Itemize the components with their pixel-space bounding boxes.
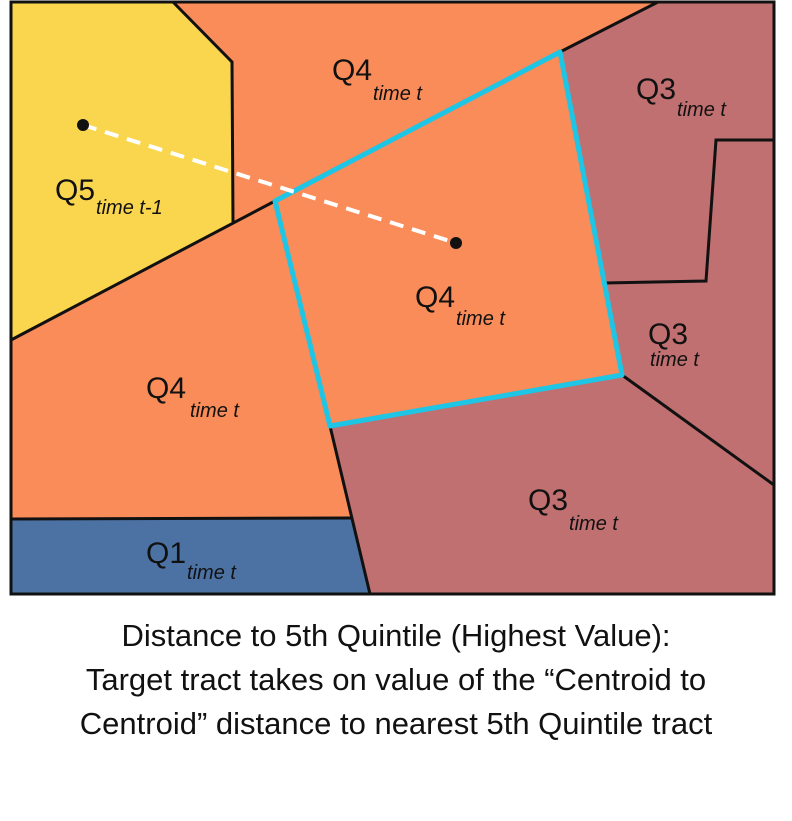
border-q1	[10, 516, 353, 521]
label-q4-top: Q4time t	[332, 54, 423, 105]
border-q4-q3-top	[559, 0, 659, 54]
caption-line-3: Centroid” distance to nearest 5th Quinti…	[79, 706, 713, 741]
quintile-map: Q5time t-1 Q4time t Q4time t Q4time t Q3…	[9, 0, 776, 596]
map-frame	[9, 0, 776, 596]
tract-q5	[11, 2, 233, 340]
label-q4-target: Q4time t	[415, 281, 506, 330]
border-q3-diag	[621, 373, 775, 487]
label-q3-top: Q3time t	[636, 73, 727, 121]
centroid-q5	[77, 119, 89, 131]
label-q3-bottom: Q3time t	[528, 484, 619, 535]
label-q5: Q5time t-1	[55, 174, 163, 219]
label-q1: Q1time t	[146, 537, 237, 584]
border-q5	[171, 0, 235, 223]
tract-q1	[11, 518, 370, 594]
tract-borders	[9, 0, 776, 596]
caption-line-1: Distance to 5th Quintile (Highest Value)…	[121, 618, 671, 653]
centroid-target	[450, 237, 462, 249]
caption-line-2: Target tract takes on value of the “Cent…	[85, 662, 707, 697]
border-q5-q4	[10, 199, 276, 342]
border-q3-step	[603, 138, 774, 285]
centroid-distance-line	[82, 123, 457, 245]
caption: Distance to 5th Quintile (Highest Value)…	[0, 614, 792, 746]
target-tract-outline	[272, 49, 625, 429]
label-q4-left: Q4time t	[146, 372, 240, 422]
tract-q3-right	[330, 2, 774, 594]
label-q3-mid: Q3 time t	[648, 318, 700, 371]
border-q4-q3-lower	[328, 425, 372, 595]
